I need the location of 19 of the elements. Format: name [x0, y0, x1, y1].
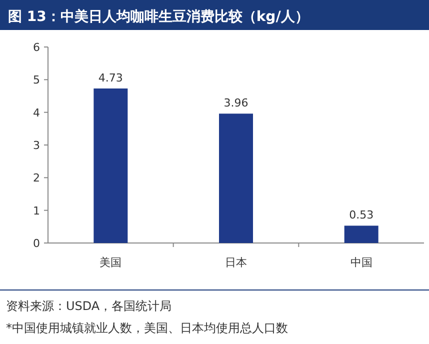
- bar: [94, 88, 128, 243]
- y-tick-label: 1: [33, 204, 40, 218]
- bar: [219, 114, 253, 243]
- data-label: 3.96: [224, 96, 248, 110]
- y-tick-label: 6: [33, 41, 40, 54]
- text: 资料来源：USDA，各国统计局: [6, 299, 172, 313]
- bar: [344, 226, 378, 243]
- chart-title: 图 13：中美日人均咖啡生豆消费比较（kg/人）: [8, 8, 309, 25]
- y-tick-label: 2: [33, 172, 40, 185]
- data-label: 0.53: [349, 208, 374, 222]
- x-tick-label: 美国: [100, 256, 122, 269]
- data-label: 4.73: [98, 71, 123, 84]
- text: *中国使用城镇就业人数，美国、日本均使用总人口数: [6, 321, 288, 335]
- y-tick-label: 0: [33, 237, 40, 250]
- y-tick-label: 4: [33, 106, 40, 120]
- x-tick-label: 中国: [350, 256, 372, 269]
- y-tick-label: 5: [33, 74, 40, 87]
- x-tick-label: 日本: [225, 256, 247, 269]
- y-tick-label: 3: [33, 139, 40, 152]
